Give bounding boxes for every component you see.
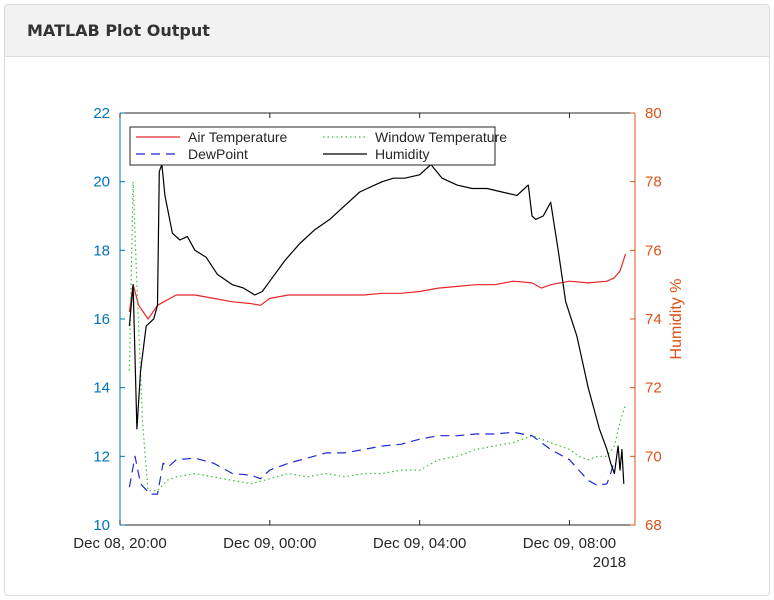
x-tick-label: Dec 09, 08:00	[523, 535, 616, 552]
panel-header: MATLAB Plot Output	[5, 5, 769, 57]
right-y-tick-label: 80	[645, 105, 662, 122]
plot-output-panel: MATLAB Plot Output 10 12 14 16 18 20 22 68 70 72 7…	[4, 4, 770, 596]
left-y-tick-label: 22	[93, 105, 110, 122]
right-y-tick-label: 74	[645, 311, 662, 328]
plot-area: 10 12 14 16 18 20 22 68 70 72 74 76 78 80 Humidity % De…	[5, 57, 769, 595]
left-y-tick-label: 14	[93, 380, 110, 397]
x-tick-label: Dec 09, 00:00	[223, 535, 316, 552]
panel-title: MATLAB Plot Output	[27, 21, 210, 40]
left-y-tick-label: 10	[93, 517, 110, 534]
right-y-tick-label: 76	[645, 242, 662, 259]
legend-box	[129, 126, 496, 166]
right-y-tick-label: 72	[645, 380, 662, 397]
legend-label: Air Temperature	[188, 129, 288, 145]
left-y-tick-label: 12	[93, 448, 110, 465]
x-tick-label: Dec 09, 04:00	[373, 535, 466, 552]
right-y-tick-label: 78	[645, 174, 662, 191]
x-tick-label: Dec 08, 20:00	[73, 535, 166, 552]
humidity-line	[128, 163, 625, 484]
left-y-tick-label: 20	[93, 174, 110, 191]
left-y-tick-label: 16	[93, 311, 110, 328]
left-y-tick-label: 18	[93, 242, 110, 259]
legend-label: Humidity	[375, 146, 429, 162]
right-y-tick-label: 68	[645, 517, 662, 534]
right-y-tick-label: 70	[645, 448, 662, 465]
legend-label: Window Temperature	[375, 129, 507, 145]
legend-label: DewPoint	[188, 146, 248, 162]
x-year-label: 2018	[593, 554, 626, 571]
chart-svg: 10 12 14 16 18 20 22 68 70 72 74 76 78 80 Humidity % De…	[73, 105, 685, 571]
right-y-axis-label: Humidity %	[668, 279, 685, 360]
air-temperature-line	[128, 253, 627, 320]
dewpoint-line	[128, 431, 615, 495]
window-temperature-line	[128, 181, 627, 492]
